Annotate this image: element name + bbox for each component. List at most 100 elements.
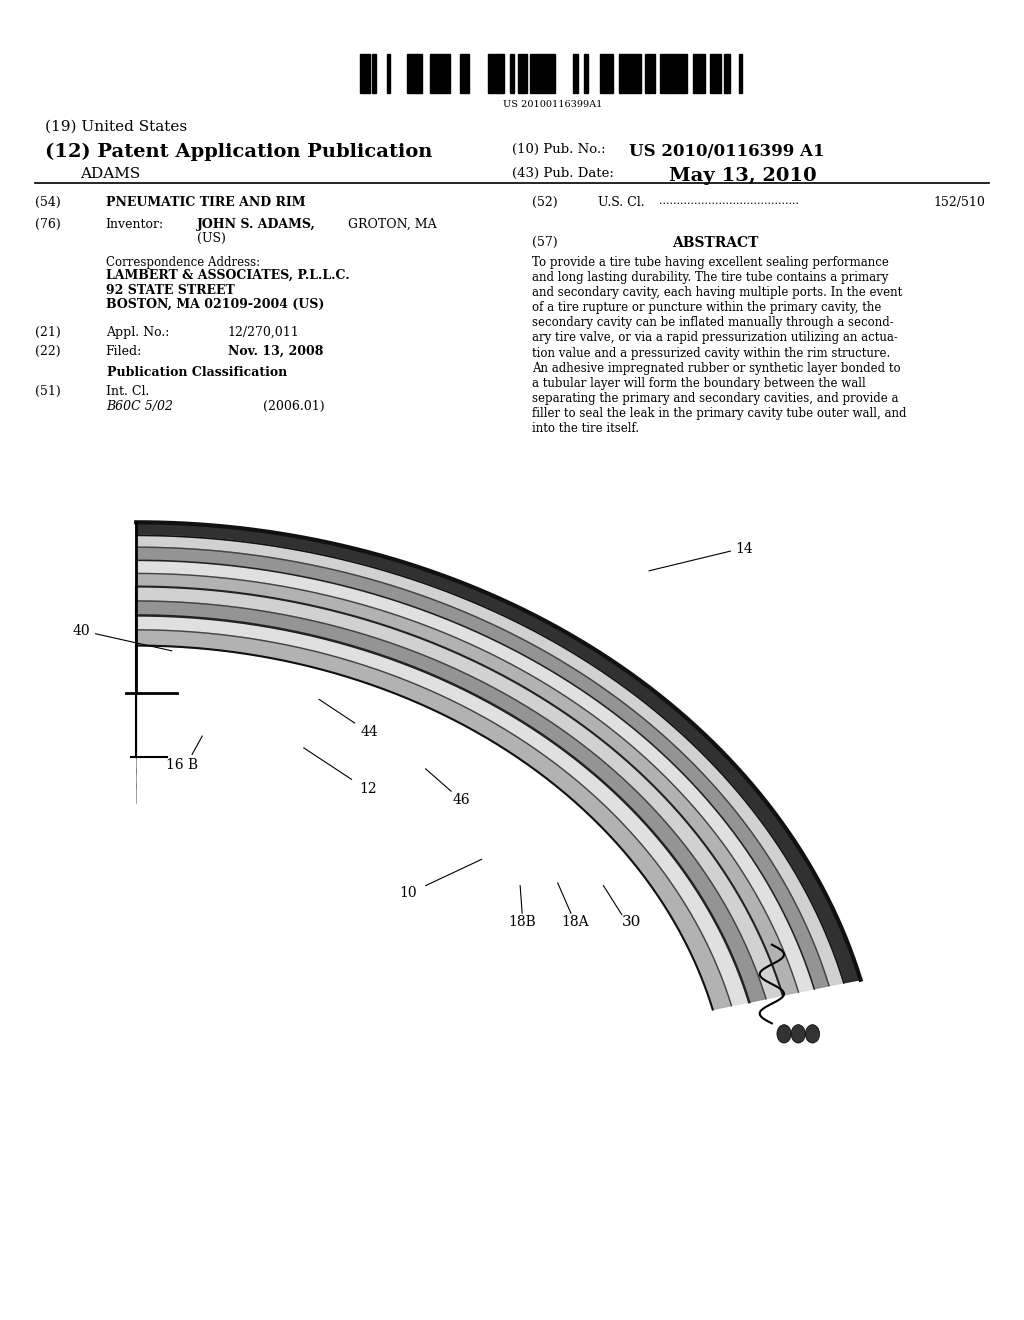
Text: An adhesive impregnated rubber or synthetic layer bonded to: An adhesive impregnated rubber or synthe… <box>532 362 901 375</box>
Text: Nov. 13, 2008: Nov. 13, 2008 <box>227 346 323 358</box>
Text: Inventor:: Inventor: <box>105 218 164 231</box>
Text: 40: 40 <box>73 624 90 638</box>
Text: 152/510: 152/510 <box>934 195 985 209</box>
Polygon shape <box>136 586 782 999</box>
Bar <box>677 54 683 94</box>
Text: 92 STATE STREET: 92 STATE STREET <box>105 284 234 297</box>
Bar <box>466 54 469 94</box>
Text: (10) Pub. No.:: (10) Pub. No.: <box>512 143 605 156</box>
Text: filler to seal the leak in the primary cavity tube outer wall, and: filler to seal the leak in the primary c… <box>532 407 907 420</box>
Text: (12) Patent Application Publication: (12) Patent Application Publication <box>45 143 432 161</box>
Text: 16 B: 16 B <box>166 758 198 772</box>
Bar <box>490 54 497 94</box>
Polygon shape <box>136 601 766 1002</box>
Text: ........................................: ........................................ <box>659 195 800 206</box>
Text: Publication Classification: Publication Classification <box>108 366 288 379</box>
Text: Int. Cl.: Int. Cl. <box>105 384 150 397</box>
Bar <box>713 54 715 94</box>
Polygon shape <box>136 523 860 983</box>
Bar <box>693 54 695 94</box>
Text: 44: 44 <box>360 725 379 739</box>
Bar <box>497 54 500 94</box>
Text: 10: 10 <box>399 887 417 900</box>
Text: US 20100116399A1: US 20100116399A1 <box>503 100 602 110</box>
Bar <box>644 54 647 94</box>
Text: Filed:: Filed: <box>105 346 142 358</box>
Bar <box>518 54 522 94</box>
Bar <box>549 54 555 94</box>
Bar <box>365 54 371 94</box>
Text: GROTON, MA: GROTON, MA <box>344 218 437 231</box>
Text: (US): (US) <box>198 232 226 246</box>
Text: BOSTON, MA 02109-2004 (US): BOSTON, MA 02109-2004 (US) <box>105 298 325 312</box>
Bar <box>412 54 416 94</box>
Bar <box>446 54 450 94</box>
Text: (19) United States: (19) United States <box>45 120 187 133</box>
Bar <box>387 54 388 94</box>
Bar <box>489 54 490 94</box>
Text: To provide a tire tube having excellent sealing performance: To provide a tire tube having excellent … <box>532 256 889 269</box>
Circle shape <box>792 1024 805 1043</box>
Text: (51): (51) <box>35 384 60 397</box>
Text: 18A: 18A <box>561 915 589 929</box>
Text: LAMBERT & ASSOCIATES, P.L.L.C.: LAMBERT & ASSOCIATES, P.L.L.C. <box>105 269 349 282</box>
Bar <box>503 54 505 94</box>
Bar <box>436 54 442 94</box>
Text: 12/270,011: 12/270,011 <box>227 326 299 338</box>
Bar <box>573 54 578 94</box>
Text: 12: 12 <box>359 781 377 796</box>
Text: (57): (57) <box>532 236 558 249</box>
Bar <box>460 54 466 94</box>
Text: (43) Pub. Date:: (43) Pub. Date: <box>512 166 613 180</box>
Text: May 13, 2010: May 13, 2010 <box>670 166 817 185</box>
Text: into the tire itself.: into the tire itself. <box>532 422 639 434</box>
Bar <box>618 54 621 94</box>
Bar <box>359 54 365 94</box>
Bar <box>487 54 489 94</box>
Text: (2006.01): (2006.01) <box>263 400 325 413</box>
Bar <box>710 54 713 94</box>
Text: JOHN S. ADAMS,: JOHN S. ADAMS, <box>198 218 316 231</box>
Bar <box>600 54 602 94</box>
Circle shape <box>777 1024 792 1043</box>
Bar <box>715 54 721 94</box>
Polygon shape <box>136 560 814 993</box>
Text: a tubular layer will form the boundary between the wall: a tubular layer will form the boundary b… <box>532 376 866 389</box>
Text: 30: 30 <box>623 915 642 929</box>
Bar <box>372 54 377 94</box>
Text: separating the primary and secondary cavities, and provide a: separating the primary and secondary cav… <box>532 392 899 405</box>
Bar <box>628 54 634 94</box>
Bar <box>683 54 687 94</box>
Bar <box>602 54 606 94</box>
Bar <box>606 54 608 94</box>
Text: ABSTRACT: ABSTRACT <box>672 236 759 251</box>
Bar <box>537 54 543 94</box>
Bar <box>543 54 549 94</box>
Bar <box>522 54 527 94</box>
Bar <box>659 54 666 94</box>
Text: US 2010/0116399 A1: US 2010/0116399 A1 <box>629 143 824 160</box>
Text: (76): (76) <box>35 218 60 231</box>
Text: (22): (22) <box>35 346 60 358</box>
Bar <box>621 54 625 94</box>
Text: ADAMS: ADAMS <box>80 166 140 181</box>
Text: (21): (21) <box>35 326 60 338</box>
Bar <box>636 54 641 94</box>
Text: U.S. Cl.: U.S. Cl. <box>598 195 645 209</box>
Text: 46: 46 <box>453 793 470 808</box>
Text: 18B: 18B <box>508 915 536 929</box>
Bar <box>634 54 636 94</box>
Text: Correspondence Address:: Correspondence Address: <box>105 256 260 269</box>
Text: PNEUMATIC TIRE AND RIM: PNEUMATIC TIRE AND RIM <box>105 195 305 209</box>
Bar <box>700 54 706 94</box>
Text: and secondary cavity, each having multiple ports. In the event: and secondary cavity, each having multip… <box>532 286 902 300</box>
Text: Appl. No.:: Appl. No.: <box>105 326 169 338</box>
Polygon shape <box>136 573 799 995</box>
Bar <box>672 54 677 94</box>
Circle shape <box>805 1024 819 1043</box>
Bar <box>442 54 446 94</box>
Bar <box>388 54 390 94</box>
Bar <box>500 54 503 94</box>
Text: secondary cavity can be inflated manually through a second-: secondary cavity can be inflated manuall… <box>532 317 894 330</box>
Bar <box>652 54 655 94</box>
